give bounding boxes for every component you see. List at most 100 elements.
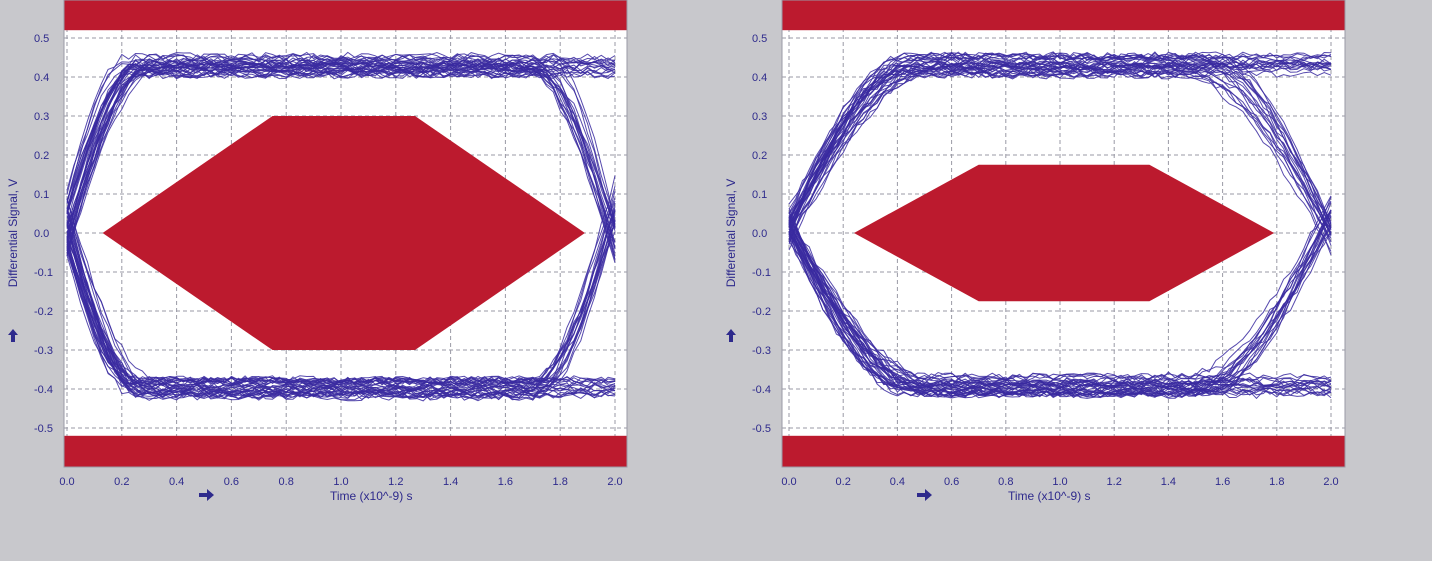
y-tick-label: 0.3 [752, 111, 767, 123]
signal-trace [788, 232, 1332, 397]
arrow-up-icon [726, 329, 736, 342]
y-tick-label: 0.1 [752, 189, 767, 201]
y-tick-label: -0.4 [752, 384, 771, 396]
y-tick-label: -0.1 [752, 267, 771, 279]
signal-trace [788, 61, 1332, 231]
y-tick-label: 0.4 [34, 72, 49, 84]
x-tick-label: 0.6 [944, 476, 959, 488]
signal-trace [66, 241, 616, 386]
y-tick-label: -0.2 [34, 306, 53, 318]
x-tick-label: 2.0 [607, 476, 622, 488]
arrow-right-icon [917, 489, 932, 501]
y-tick-label: -0.5 [752, 423, 771, 435]
x-tick-label: 1.8 [553, 476, 568, 488]
signal-trace [788, 52, 1332, 236]
signal-trace [66, 57, 616, 240]
signal-trace [66, 245, 616, 390]
plot-border [781, 0, 1346, 468]
x-tick-label: 1.2 [1107, 476, 1122, 488]
signal-trace [788, 209, 1332, 381]
mask-bottom-band [782, 435, 1345, 467]
x-tick-label: 1.6 [498, 476, 513, 488]
signal-trace [788, 57, 1332, 235]
signal-trace [66, 52, 616, 222]
x-tick-labels: 0.0 0.2 0.4 0.6 0.8 1.0 1.2 1.4 1.6 1.8 2.0 [781, 476, 1338, 488]
signal-trace [788, 62, 1332, 233]
signal-trace [788, 222, 1332, 386]
y-tick-label: 0.3 [34, 111, 49, 123]
signal-trace [66, 70, 616, 239]
y-tick-label: 0.5 [34, 33, 49, 45]
compliance-mask [64, 0, 627, 467]
x-axis-label: Time (x10^-9) s [1008, 489, 1091, 503]
x-tick-label: 0.4 [169, 476, 184, 488]
arrow-up-icon [8, 329, 18, 342]
mask-bottom-band [64, 435, 627, 467]
x-tick-label: 0.2 [836, 476, 851, 488]
signal-trace [66, 70, 616, 244]
signal-trace [788, 200, 1332, 382]
signal-trace [788, 220, 1332, 398]
x-tick-label: 1.6 [1215, 476, 1230, 488]
eye-diagram-panel-right: 0.5 0.4 0.3 0.2 0.1 0.0 -0.1 -0.2 -0.3 -0.4 -0.5 0… [716, 0, 1432, 561]
mask-top-band [782, 0, 1345, 31]
y-axis-label: Differential Signal, V [724, 179, 738, 288]
eye-diagram-panel-left: 0.5 0.4 0.3 0.2 0.1 0.0 -0.1 -0.2 -0.3 -0.4 -0.5 0… [0, 0, 716, 561]
x-tick-label: 1.2 [388, 476, 403, 488]
signal-trace [788, 70, 1332, 234]
x-tick-label: 1.4 [443, 476, 458, 488]
signal-trace [66, 211, 616, 396]
y-tick-label: -0.3 [34, 345, 53, 357]
signal-trace [66, 59, 616, 204]
signal-trace [66, 64, 616, 225]
y-tick-label: 0.2 [34, 150, 49, 162]
y-tick-label: 0.5 [752, 33, 767, 45]
x-tick-label: 1.0 [333, 476, 348, 488]
x-tick-labels: 0.0 0.2 0.4 0.6 0.8 1.0 1.2 1.4 1.6 1.8 2.0 [59, 476, 622, 488]
signal-traces [788, 51, 1332, 400]
y-tick-label: 0.0 [34, 228, 49, 240]
x-tick-label: 1.4 [1161, 476, 1176, 488]
y-tick-label: -0.5 [34, 423, 53, 435]
x-tick-label: 0.8 [998, 476, 1013, 488]
eye-diagram-right: 0.5 0.4 0.3 0.2 0.1 0.0 -0.1 -0.2 -0.3 -0.4 -0.5 0… [716, 0, 1432, 561]
mask-hexagon [854, 164, 1275, 302]
signal-trace [788, 60, 1332, 224]
y-axis-label: Differential Signal, V [6, 179, 20, 288]
x-tick-label: 0.4 [890, 476, 905, 488]
y-tick-label: -0.4 [34, 384, 53, 396]
signal-trace [788, 225, 1332, 399]
signal-trace [788, 62, 1332, 240]
signal-trace [66, 219, 616, 401]
y-tick-label: -0.3 [752, 345, 771, 357]
signal-trace [788, 52, 1332, 218]
y-tick-label: -0.1 [34, 267, 53, 279]
signal-trace [788, 69, 1332, 223]
y-tick-label: 0.4 [752, 72, 767, 84]
signal-trace [788, 66, 1332, 246]
plot-border [63, 0, 628, 468]
y-tick-labels: 0.5 0.4 0.3 0.2 0.1 0.0 -0.1 -0.2 -0.3 -0.4 -0.5 [752, 33, 771, 435]
y-tick-label: 0.0 [752, 228, 767, 240]
signal-trace [788, 64, 1332, 219]
y-tick-labels: 0.5 0.4 0.3 0.2 0.1 0.0 -0.1 -0.2 -0.3 -0.4 -0.5 [34, 33, 53, 435]
y-tick-label: -0.2 [752, 306, 771, 318]
x-tick-label: 0.6 [224, 476, 239, 488]
mask-hexagon [102, 116, 585, 350]
signal-trace [66, 208, 616, 387]
signal-trace [788, 51, 1332, 205]
mask-top-band [64, 0, 627, 31]
signal-trace [66, 210, 616, 385]
x-tick-label: 0.8 [279, 476, 294, 488]
signal-trace [66, 61, 616, 242]
x-axis-label: Time (x10^-9) s [330, 489, 413, 503]
x-tick-label: 2.0 [1323, 476, 1338, 488]
compliance-mask [782, 0, 1345, 467]
x-tick-label: 0.0 [781, 476, 796, 488]
arrow-right-icon [199, 489, 214, 501]
signal-trace [788, 62, 1332, 241]
signal-trace [788, 69, 1332, 243]
signal-traces [66, 51, 616, 402]
signal-trace [66, 62, 616, 260]
x-tick-label: 0.0 [59, 476, 74, 488]
